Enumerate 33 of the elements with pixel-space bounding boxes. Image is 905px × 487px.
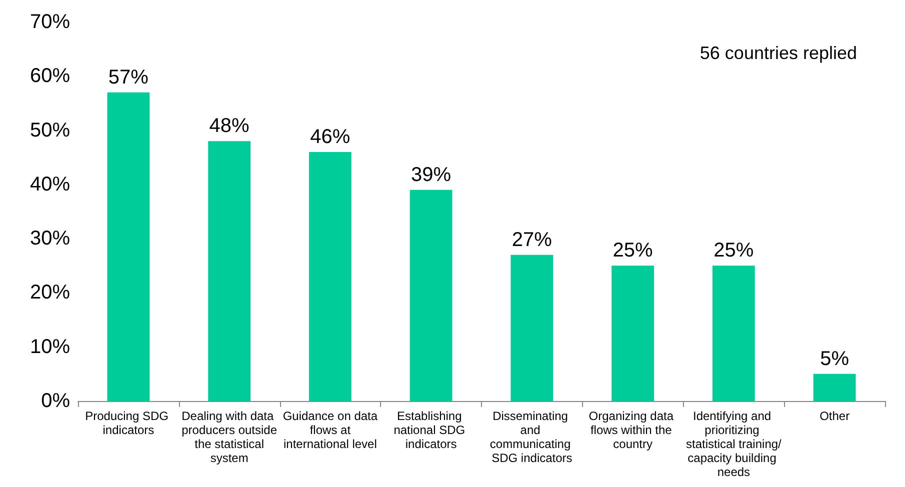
data-label: 57% (108, 66, 149, 88)
y-tick-label: 70% (30, 11, 70, 33)
x-tick-label: Producing SDG indicators (85, 409, 172, 437)
y-tick-label: 40% (30, 173, 70, 196)
bar (410, 190, 452, 401)
bar (813, 374, 856, 401)
y-tick-label: 60% (30, 65, 70, 88)
annotation: 56 countries replied (700, 43, 858, 63)
y-tick-label: 0% (41, 390, 70, 412)
x-tick-label: Other (820, 409, 850, 423)
data-label: 25% (612, 240, 654, 262)
y-tick-label: 10% (30, 336, 70, 358)
x-tick-label: Establishing national SDG indicators (394, 409, 468, 451)
bar (208, 141, 250, 401)
x-tick-label: Disseminating and communicating SDG indicators (490, 409, 574, 465)
x-tick-label: Guidance on data flows at international level (282, 409, 378, 451)
bar (712, 266, 755, 401)
y-tick-label: 50% (30, 119, 70, 142)
data-label: 48% (209, 115, 250, 138)
bar (612, 266, 654, 401)
data-label: 27% (512, 228, 552, 251)
x-tick-label: Dealing with data producers outside the statistical system (182, 409, 278, 465)
data-label: 46% (310, 126, 350, 148)
x-tick-label: Organizing data flows within the country (588, 409, 677, 451)
bar (107, 92, 150, 401)
y-tick-label: 20% (30, 282, 70, 304)
bar (309, 152, 352, 401)
x-tick-label: Identifying and prioritizing statistical training/capacity building needs (686, 409, 782, 479)
data-label: 39% (411, 164, 452, 186)
data-label: 25% (714, 240, 754, 262)
data-label: 5% (820, 348, 850, 370)
y-tick-label: 30% (30, 228, 70, 250)
bar (510, 254, 554, 401)
